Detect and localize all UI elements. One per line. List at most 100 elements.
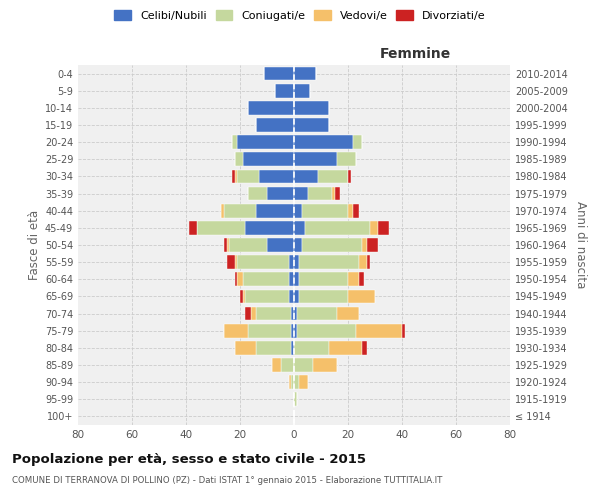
Bar <box>224 324 248 338</box>
Bar <box>299 290 348 304</box>
Bar <box>256 204 294 218</box>
Bar <box>235 152 242 166</box>
Bar <box>242 152 294 166</box>
Bar <box>272 358 281 372</box>
Bar <box>243 272 289 286</box>
Bar <box>332 186 335 200</box>
Bar <box>294 341 329 354</box>
Bar <box>256 341 292 354</box>
Bar <box>188 221 197 234</box>
Bar <box>197 221 245 234</box>
Bar <box>267 238 294 252</box>
Bar <box>294 256 299 269</box>
Bar <box>348 290 375 304</box>
Bar <box>292 306 294 320</box>
Bar <box>238 256 289 269</box>
Bar <box>294 136 353 149</box>
Bar <box>361 238 367 252</box>
Bar <box>367 238 378 252</box>
Bar <box>292 341 294 354</box>
Bar <box>235 256 238 269</box>
Bar <box>224 204 256 218</box>
Bar <box>248 324 292 338</box>
Bar <box>251 306 256 320</box>
Bar <box>245 306 251 320</box>
Y-axis label: Fasce di età: Fasce di età <box>28 210 41 280</box>
Bar <box>294 101 329 114</box>
Bar <box>353 136 362 149</box>
Bar <box>232 170 235 183</box>
Bar <box>378 221 389 234</box>
Bar <box>294 358 313 372</box>
Bar <box>275 84 294 98</box>
Bar <box>235 272 238 286</box>
Bar <box>348 170 350 183</box>
Bar <box>305 221 370 234</box>
Bar <box>224 238 227 252</box>
Bar <box>296 306 337 320</box>
Bar <box>245 290 289 304</box>
Bar <box>294 186 308 200</box>
Bar <box>294 152 337 166</box>
Bar <box>319 170 348 183</box>
Bar <box>348 204 353 218</box>
Bar <box>353 204 359 218</box>
Bar <box>294 66 316 80</box>
Bar <box>289 290 294 304</box>
Bar <box>294 306 296 320</box>
Bar <box>299 256 359 269</box>
Bar <box>296 324 356 338</box>
Bar <box>267 186 294 200</box>
Bar <box>238 272 242 286</box>
Bar <box>227 238 229 252</box>
Bar <box>242 290 245 304</box>
Bar <box>313 358 337 372</box>
Bar <box>337 152 356 166</box>
Bar <box>265 66 294 80</box>
Bar <box>294 84 310 98</box>
Legend: Celibi/Nubili, Coniugati/e, Vedovi/e, Divorziati/e: Celibi/Nubili, Coniugati/e, Vedovi/e, Di… <box>112 8 488 24</box>
Bar <box>370 221 378 234</box>
Bar <box>245 221 294 234</box>
Bar <box>294 118 329 132</box>
Text: COMUNE DI TERRANOVA DI POLLINO (PZ) - Dati ISTAT 1° gennaio 2015 - Elaborazione : COMUNE DI TERRANOVA DI POLLINO (PZ) - Da… <box>12 476 442 485</box>
Bar <box>256 306 292 320</box>
Bar <box>289 272 294 286</box>
Bar <box>367 256 370 269</box>
Bar <box>294 272 299 286</box>
Bar <box>329 341 361 354</box>
Bar <box>240 290 242 304</box>
Bar <box>281 358 294 372</box>
Y-axis label: Anni di nascita: Anni di nascita <box>574 202 587 288</box>
Bar <box>221 204 224 218</box>
Text: Popolazione per età, sesso e stato civile - 2015: Popolazione per età, sesso e stato civil… <box>12 452 366 466</box>
Bar <box>359 256 367 269</box>
Bar <box>294 324 296 338</box>
Bar <box>356 324 402 338</box>
Bar <box>289 256 294 269</box>
Bar <box>299 376 308 389</box>
Bar <box>361 341 367 354</box>
Bar <box>294 290 299 304</box>
Bar <box>308 186 332 200</box>
Bar <box>337 306 359 320</box>
Bar <box>348 272 359 286</box>
Bar <box>248 186 267 200</box>
Bar <box>248 101 294 114</box>
Bar <box>256 118 294 132</box>
Bar <box>335 186 340 200</box>
Bar <box>294 392 296 406</box>
Bar <box>299 272 348 286</box>
Bar <box>289 376 292 389</box>
Bar <box>235 170 238 183</box>
Bar <box>259 170 294 183</box>
Bar <box>294 238 302 252</box>
Bar <box>232 136 238 149</box>
Bar <box>235 341 256 354</box>
Bar <box>238 136 294 149</box>
Bar <box>292 324 294 338</box>
Bar <box>294 204 302 218</box>
Text: Femmine: Femmine <box>379 48 451 62</box>
Bar <box>302 204 348 218</box>
Bar <box>302 238 362 252</box>
